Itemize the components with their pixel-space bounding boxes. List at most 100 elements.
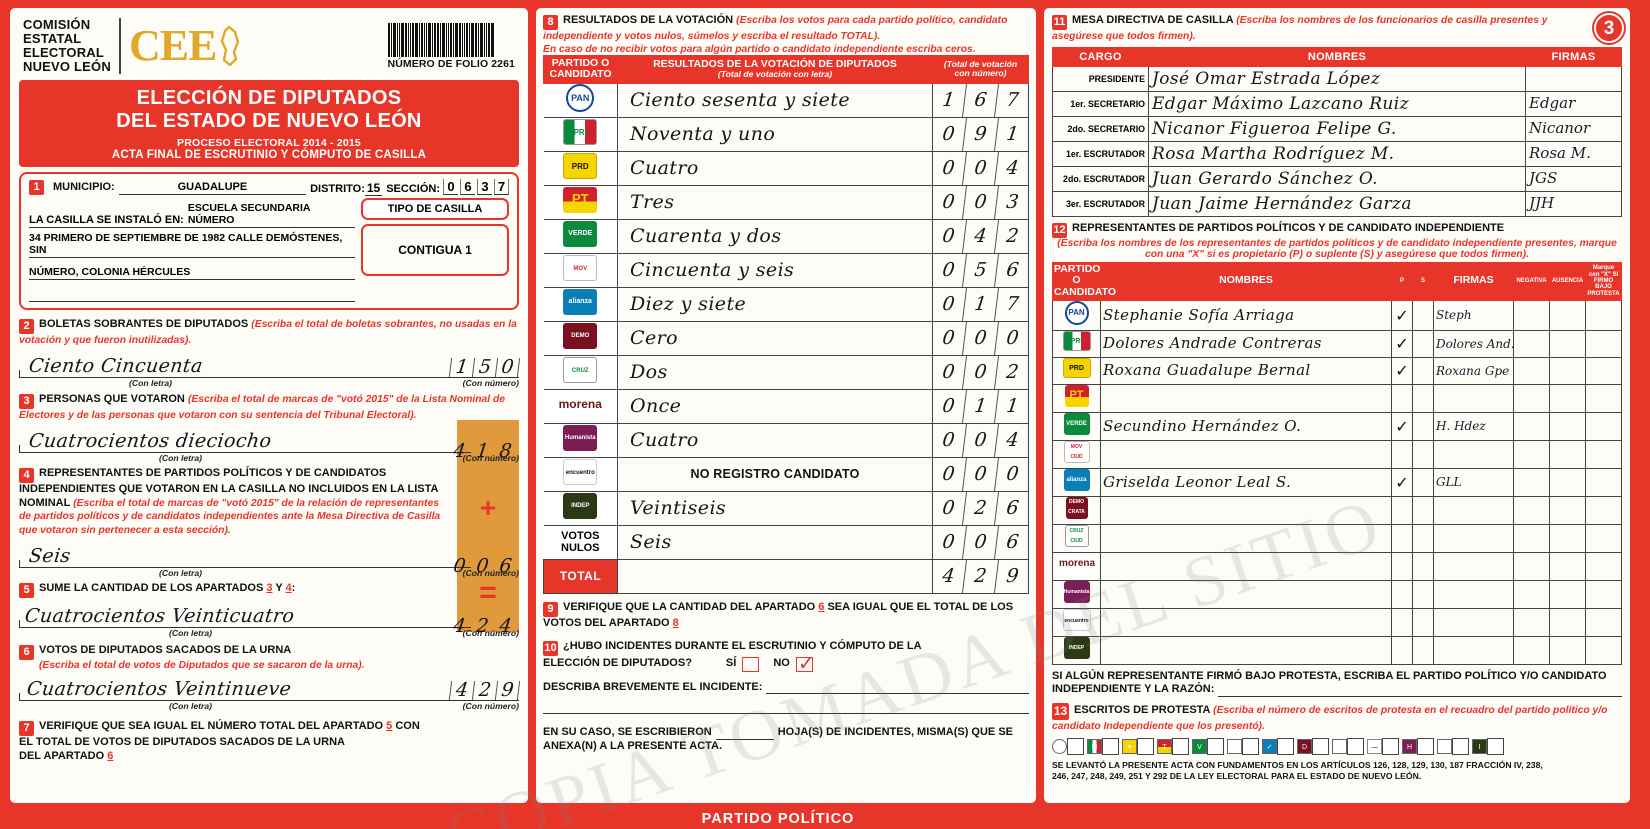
rep-propietario-mark[interactable] <box>1391 495 1413 525</box>
rep-propietario-mark[interactable]: ✓ <box>1391 299 1413 331</box>
section-6-digit-1[interactable]: 4 <box>448 679 475 701</box>
seccion-digit-2[interactable]: 6 <box>460 179 475 196</box>
rep-ausencia-cell[interactable] <box>1549 299 1586 331</box>
digit-3[interactable]: 3 <box>993 185 1031 219</box>
sheets-count-input[interactable] <box>715 728 774 741</box>
votes-letters[interactable]: Cincuenta y seis <box>630 259 795 282</box>
firma-cell[interactable]: JJH <box>1525 190 1622 217</box>
digit-1[interactable]: 1 <box>941 88 956 111</box>
protest-count-box[interactable] <box>1067 737 1084 755</box>
votes-letters[interactable]: Noventa y uno <box>630 123 776 146</box>
protest-item-pvem[interactable]: V <box>1192 737 1224 755</box>
rep-negativa-cell[interactable] <box>1513 411 1550 441</box>
digit-2[interactable]: 5 <box>961 253 999 287</box>
rep-firma[interactable]: Roxana Gpe <box>1436 363 1510 378</box>
protest-item-cru[interactable]: C <box>1332 737 1364 755</box>
section-4-digit-1[interactable]: 0 <box>452 555 467 578</box>
rep-nombre-cell[interactable]: Griselda Leonor Leal S. <box>1100 467 1392 497</box>
rep-firma-cell[interactable]: GLL <box>1433 467 1514 497</box>
votes-letters-cell[interactable]: Cuatro <box>617 422 933 458</box>
section-6-digit-3[interactable]: 9 <box>494 679 521 701</box>
rep-suplente-mark[interactable] <box>1412 579 1434 609</box>
firma-value[interactable]: Rosa M. <box>1529 144 1591 163</box>
rep-nombre[interactable]: Griselda Leonor Leal S. <box>1103 472 1292 491</box>
rep-nombre-cell[interactable]: Roxana Guadalupe Bernal <box>1100 356 1392 385</box>
section-2-digit-2[interactable]: 5 <box>471 356 498 378</box>
protest-item-pd[interactable]: D <box>1297 737 1329 755</box>
rep-suplente-mark[interactable] <box>1412 607 1434 637</box>
protest-item-hum[interactable]: H <box>1402 737 1434 755</box>
rep-firma-cell[interactable] <box>1433 551 1514 581</box>
rep-suplente-mark[interactable] <box>1412 383 1434 413</box>
rep-negativa-cell[interactable] <box>1513 356 1550 385</box>
rep-protesta-cell[interactable] <box>1585 329 1622 358</box>
votes-letters[interactable]: Cuarenta y dos <box>630 225 782 248</box>
votes-letters[interactable]: Cuatro <box>630 157 699 180</box>
digit-3[interactable]: 1 <box>993 389 1031 423</box>
rep-firma-cell[interactable] <box>1433 439 1514 469</box>
digit-2[interactable]: 4 <box>961 219 999 253</box>
protest-count-box[interactable] <box>1312 737 1329 755</box>
rep-negativa-cell[interactable] <box>1513 607 1550 637</box>
section-3-digit-1[interactable]: 4 <box>452 439 467 462</box>
rep-propietario-mark[interactable] <box>1391 551 1413 581</box>
section-3-digit-2[interactable]: 1 <box>475 439 490 462</box>
section-4-digit-3[interactable]: 6 <box>498 555 513 578</box>
votes-letters-cell[interactable]: Diez y siete <box>617 286 933 322</box>
votes-letters-cell[interactable]: Ciento sesenta y siete <box>617 82 933 118</box>
rep-protesta-cell[interactable] <box>1585 551 1622 581</box>
votes-letters[interactable]: Diez y siete <box>630 293 747 316</box>
rep-nombre-cell[interactable]: Stephanie Sofía Arriaga <box>1100 299 1392 331</box>
protest-count-box[interactable] <box>1137 737 1154 755</box>
section-2-digits[interactable]: 1 5 0 <box>448 356 521 378</box>
seccion-digits[interactable]: 0 6 3 7 <box>443 179 509 196</box>
distrito-value[interactable]: 15 <box>364 181 383 197</box>
digit-3[interactable]: 6 <box>993 525 1031 559</box>
rep-protesta-cell[interactable] <box>1585 607 1622 637</box>
protest-item-mc[interactable]: ✕ <box>1227 737 1259 755</box>
nombre-value[interactable]: Nicanor Figueroa Felipe G. <box>1152 118 1397 139</box>
digit-2[interactable]: 1 <box>961 389 999 423</box>
rep-propietario-mark[interactable]: ✓ <box>1391 356 1413 385</box>
protest-count-box[interactable] <box>1417 737 1434 755</box>
section-4-digits[interactable]: 0 0 6 <box>448 555 517 578</box>
section-2-letters[interactable]: Ciento Cincuenta <box>27 354 205 377</box>
rep-ausencia-cell[interactable] <box>1549 467 1586 497</box>
rep-protesta-cell[interactable] <box>1585 383 1622 413</box>
protest-count-box[interactable] <box>1102 737 1119 755</box>
nombre-cell[interactable]: Edgar Máximo Lazcano Ruiz <box>1148 90 1526 117</box>
rep-suplente-mark[interactable] <box>1412 495 1434 525</box>
protest-reason-input[interactable] <box>1218 684 1622 697</box>
rep-protesta-cell[interactable] <box>1585 579 1622 609</box>
rep-ausencia-cell[interactable] <box>1549 635 1586 665</box>
rep-firma-cell[interactable] <box>1433 579 1514 609</box>
votos-nulos-letters[interactable]: Seis <box>630 531 672 554</box>
digit-1[interactable]: 0 <box>941 122 956 145</box>
votes-letters-cell[interactable]: Cuatro <box>617 150 933 186</box>
rep-negativa-cell[interactable] <box>1513 439 1550 469</box>
rep-firma[interactable]: GLL <box>1436 475 1462 489</box>
nombre-cell[interactable]: Rosa Martha Rodríguez M. <box>1148 140 1526 167</box>
rep-ausencia-cell[interactable] <box>1549 356 1586 385</box>
protest-count-box[interactable] <box>1207 737 1224 755</box>
rep-nombre-cell[interactable] <box>1100 383 1392 413</box>
section-2-line[interactable]: Ciento Cincuenta 1 5 0 <box>19 350 521 378</box>
votes-letters-cell[interactable]: Cero <box>617 320 933 356</box>
rep-protesta-cell[interactable] <box>1585 299 1622 331</box>
rep-propietario-mark[interactable] <box>1391 579 1413 609</box>
rep-negativa-cell[interactable] <box>1513 495 1550 525</box>
nombre-cell[interactable]: Nicanor Figueroa Felipe G. <box>1148 115 1526 142</box>
rep-nombre-cell[interactable] <box>1100 579 1392 609</box>
digit-1[interactable]: 0 <box>941 360 956 383</box>
section-3-letters[interactable]: Cuatrocientos dieciocho <box>27 429 273 452</box>
digit-2[interactable]: 0 <box>961 185 999 219</box>
seccion-digit-1[interactable]: 0 <box>443 179 458 196</box>
rep-negativa-cell[interactable] <box>1513 635 1550 665</box>
rep-firma-cell[interactable] <box>1433 607 1514 637</box>
rep-protesta-cell[interactable] <box>1585 523 1622 553</box>
digit-2[interactable]: 0 <box>961 525 999 559</box>
rep-propietario-mark[interactable]: ✓ <box>1391 411 1413 441</box>
votes-letters[interactable]: Cero <box>630 327 678 350</box>
